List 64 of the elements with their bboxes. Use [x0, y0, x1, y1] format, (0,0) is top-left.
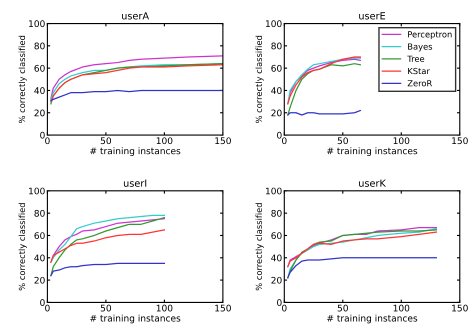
chart-title: userE — [359, 12, 386, 20]
x-tick-label: 0 — [282, 137, 287, 144]
x-tick-label: 150 — [452, 304, 468, 312]
x-axis-title: # training instances — [90, 147, 180, 156]
y-axis-title: % correctly classified — [256, 36, 264, 123]
legend-label: Tree — [407, 56, 424, 62]
chart-title: userA — [122, 12, 149, 20]
x-tick-label: 100 — [394, 304, 410, 312]
y-tick-label: 20 — [34, 109, 45, 116]
y-tick-label: 40 — [34, 87, 45, 94]
x-tick-label: 50 — [100, 304, 112, 312]
y-axis-title: % correctly classified — [18, 36, 27, 123]
line-series — [287, 257, 438, 278]
legend-label: Bayes — [408, 44, 432, 52]
y-axis-title: % correctly classified — [18, 203, 27, 290]
y-tick-label: 60 — [271, 232, 282, 240]
y-tick-label: 0 — [40, 132, 45, 139]
line-series — [287, 63, 361, 116]
x-tick-label: 0 — [45, 304, 50, 312]
legend-label: ZeroR — [408, 80, 432, 86]
y-tick-label: 40 — [271, 254, 282, 262]
y-tick-label: 100 — [266, 20, 282, 28]
y-tick-label: 20 — [271, 109, 282, 116]
x-tick-label: 50 — [338, 304, 348, 312]
x-tick-label: 50 — [100, 137, 112, 144]
line-series — [50, 229, 166, 263]
x-tick-label: 50 — [338, 137, 348, 144]
x-tick-label: 100 — [394, 137, 410, 144]
line-series — [50, 262, 166, 276]
x-axis-title: # training instances — [327, 314, 418, 324]
y-tick-label: 80 — [271, 42, 282, 50]
y-tick-label: 60 — [34, 232, 45, 240]
y-tick-label: 80 — [34, 42, 45, 50]
y-axis-title: % correctly classified — [256, 203, 264, 290]
x-tick-label: 100 — [156, 137, 172, 144]
line-series — [50, 90, 223, 102]
y-tick-label: 100 — [29, 20, 45, 28]
legend-label: KStar — [408, 68, 430, 74]
x-tick-label: 150 — [452, 137, 468, 144]
y-tick-label: 20 — [34, 276, 45, 284]
y-tick-label: 80 — [271, 210, 282, 217]
y-tick-label: 100 — [29, 188, 45, 194]
y-tick-label: 0 — [277, 299, 282, 306]
y-tick-label: 100 — [266, 188, 282, 194]
y-tick-label: 0 — [40, 299, 45, 306]
y-tick-label: 40 — [34, 254, 45, 262]
x-axis-title: # training instances — [327, 147, 418, 156]
y-tick-label: 0 — [277, 132, 282, 139]
legend-label: Perceptron — [408, 31, 452, 40]
chart-title: userI — [124, 180, 146, 187]
y-tick-label: 80 — [34, 210, 45, 217]
y-tick-label: 60 — [34, 64, 45, 72]
x-tick-label: 150 — [215, 304, 231, 312]
y-tick-label: 60 — [271, 64, 282, 72]
x-tick-label: 100 — [156, 304, 172, 312]
x-tick-label: 0 — [282, 304, 287, 312]
line-series — [50, 55, 223, 99]
x-tick-label: 150 — [215, 137, 231, 144]
chart-title: userK — [359, 180, 386, 187]
x-tick-label: 0 — [45, 137, 50, 144]
y-tick-label: 20 — [271, 276, 282, 284]
line-series — [50, 216, 166, 276]
y-tick-label: 40 — [271, 87, 282, 94]
x-axis-title: # training instances — [90, 314, 180, 324]
